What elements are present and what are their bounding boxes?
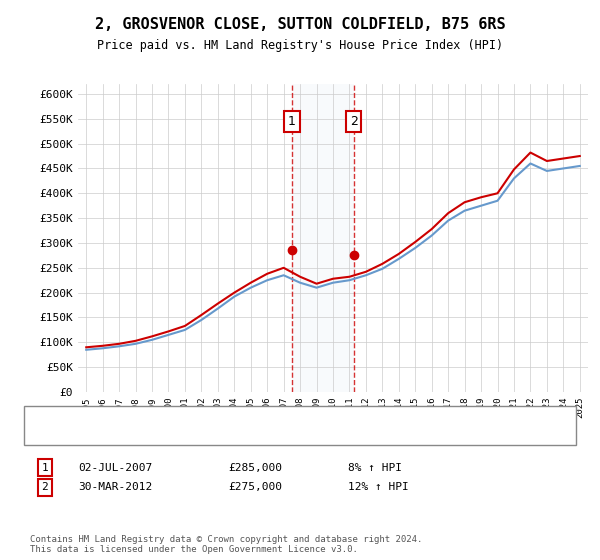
Text: 8% ↑ HPI: 8% ↑ HPI bbox=[348, 463, 402, 473]
Text: ——: —— bbox=[48, 410, 65, 424]
Text: £285,000: £285,000 bbox=[228, 463, 282, 473]
Text: 2: 2 bbox=[41, 482, 49, 492]
Text: ——: —— bbox=[48, 410, 65, 424]
Text: ——: —— bbox=[48, 427, 65, 441]
Text: 2, GROSVENOR CLOSE, SUTTON COLDFIELD, B75 6RS (detached house): 2, GROSVENOR CLOSE, SUTTON COLDFIELD, B7… bbox=[93, 412, 481, 422]
Text: £275,000: £275,000 bbox=[228, 482, 282, 492]
Text: HPI: Average price, detached house, Birmingham: HPI: Average price, detached house, Birm… bbox=[93, 429, 380, 439]
Text: HPI: Average price, detached house, Birmingham: HPI: Average price, detached house, Birm… bbox=[93, 429, 380, 439]
Text: 02-JUL-2007: 02-JUL-2007 bbox=[78, 463, 152, 473]
Text: 1: 1 bbox=[288, 115, 296, 128]
Text: Price paid vs. HM Land Registry's House Price Index (HPI): Price paid vs. HM Land Registry's House … bbox=[97, 39, 503, 52]
Text: 30-MAR-2012: 30-MAR-2012 bbox=[78, 482, 152, 492]
Text: 12% ↑ HPI: 12% ↑ HPI bbox=[348, 482, 409, 492]
Bar bbox=[292, 84, 353, 392]
Text: 2, GROSVENOR CLOSE, SUTTON COLDFIELD, B75 6RS (detached house): 2, GROSVENOR CLOSE, SUTTON COLDFIELD, B7… bbox=[93, 412, 481, 422]
Text: 2: 2 bbox=[350, 115, 358, 128]
Text: 1: 1 bbox=[41, 463, 49, 473]
Text: 2, GROSVENOR CLOSE, SUTTON COLDFIELD, B75 6RS: 2, GROSVENOR CLOSE, SUTTON COLDFIELD, B7… bbox=[95, 17, 505, 32]
Text: ——: —— bbox=[48, 427, 65, 441]
Text: Contains HM Land Registry data © Crown copyright and database right 2024.
This d: Contains HM Land Registry data © Crown c… bbox=[30, 535, 422, 554]
